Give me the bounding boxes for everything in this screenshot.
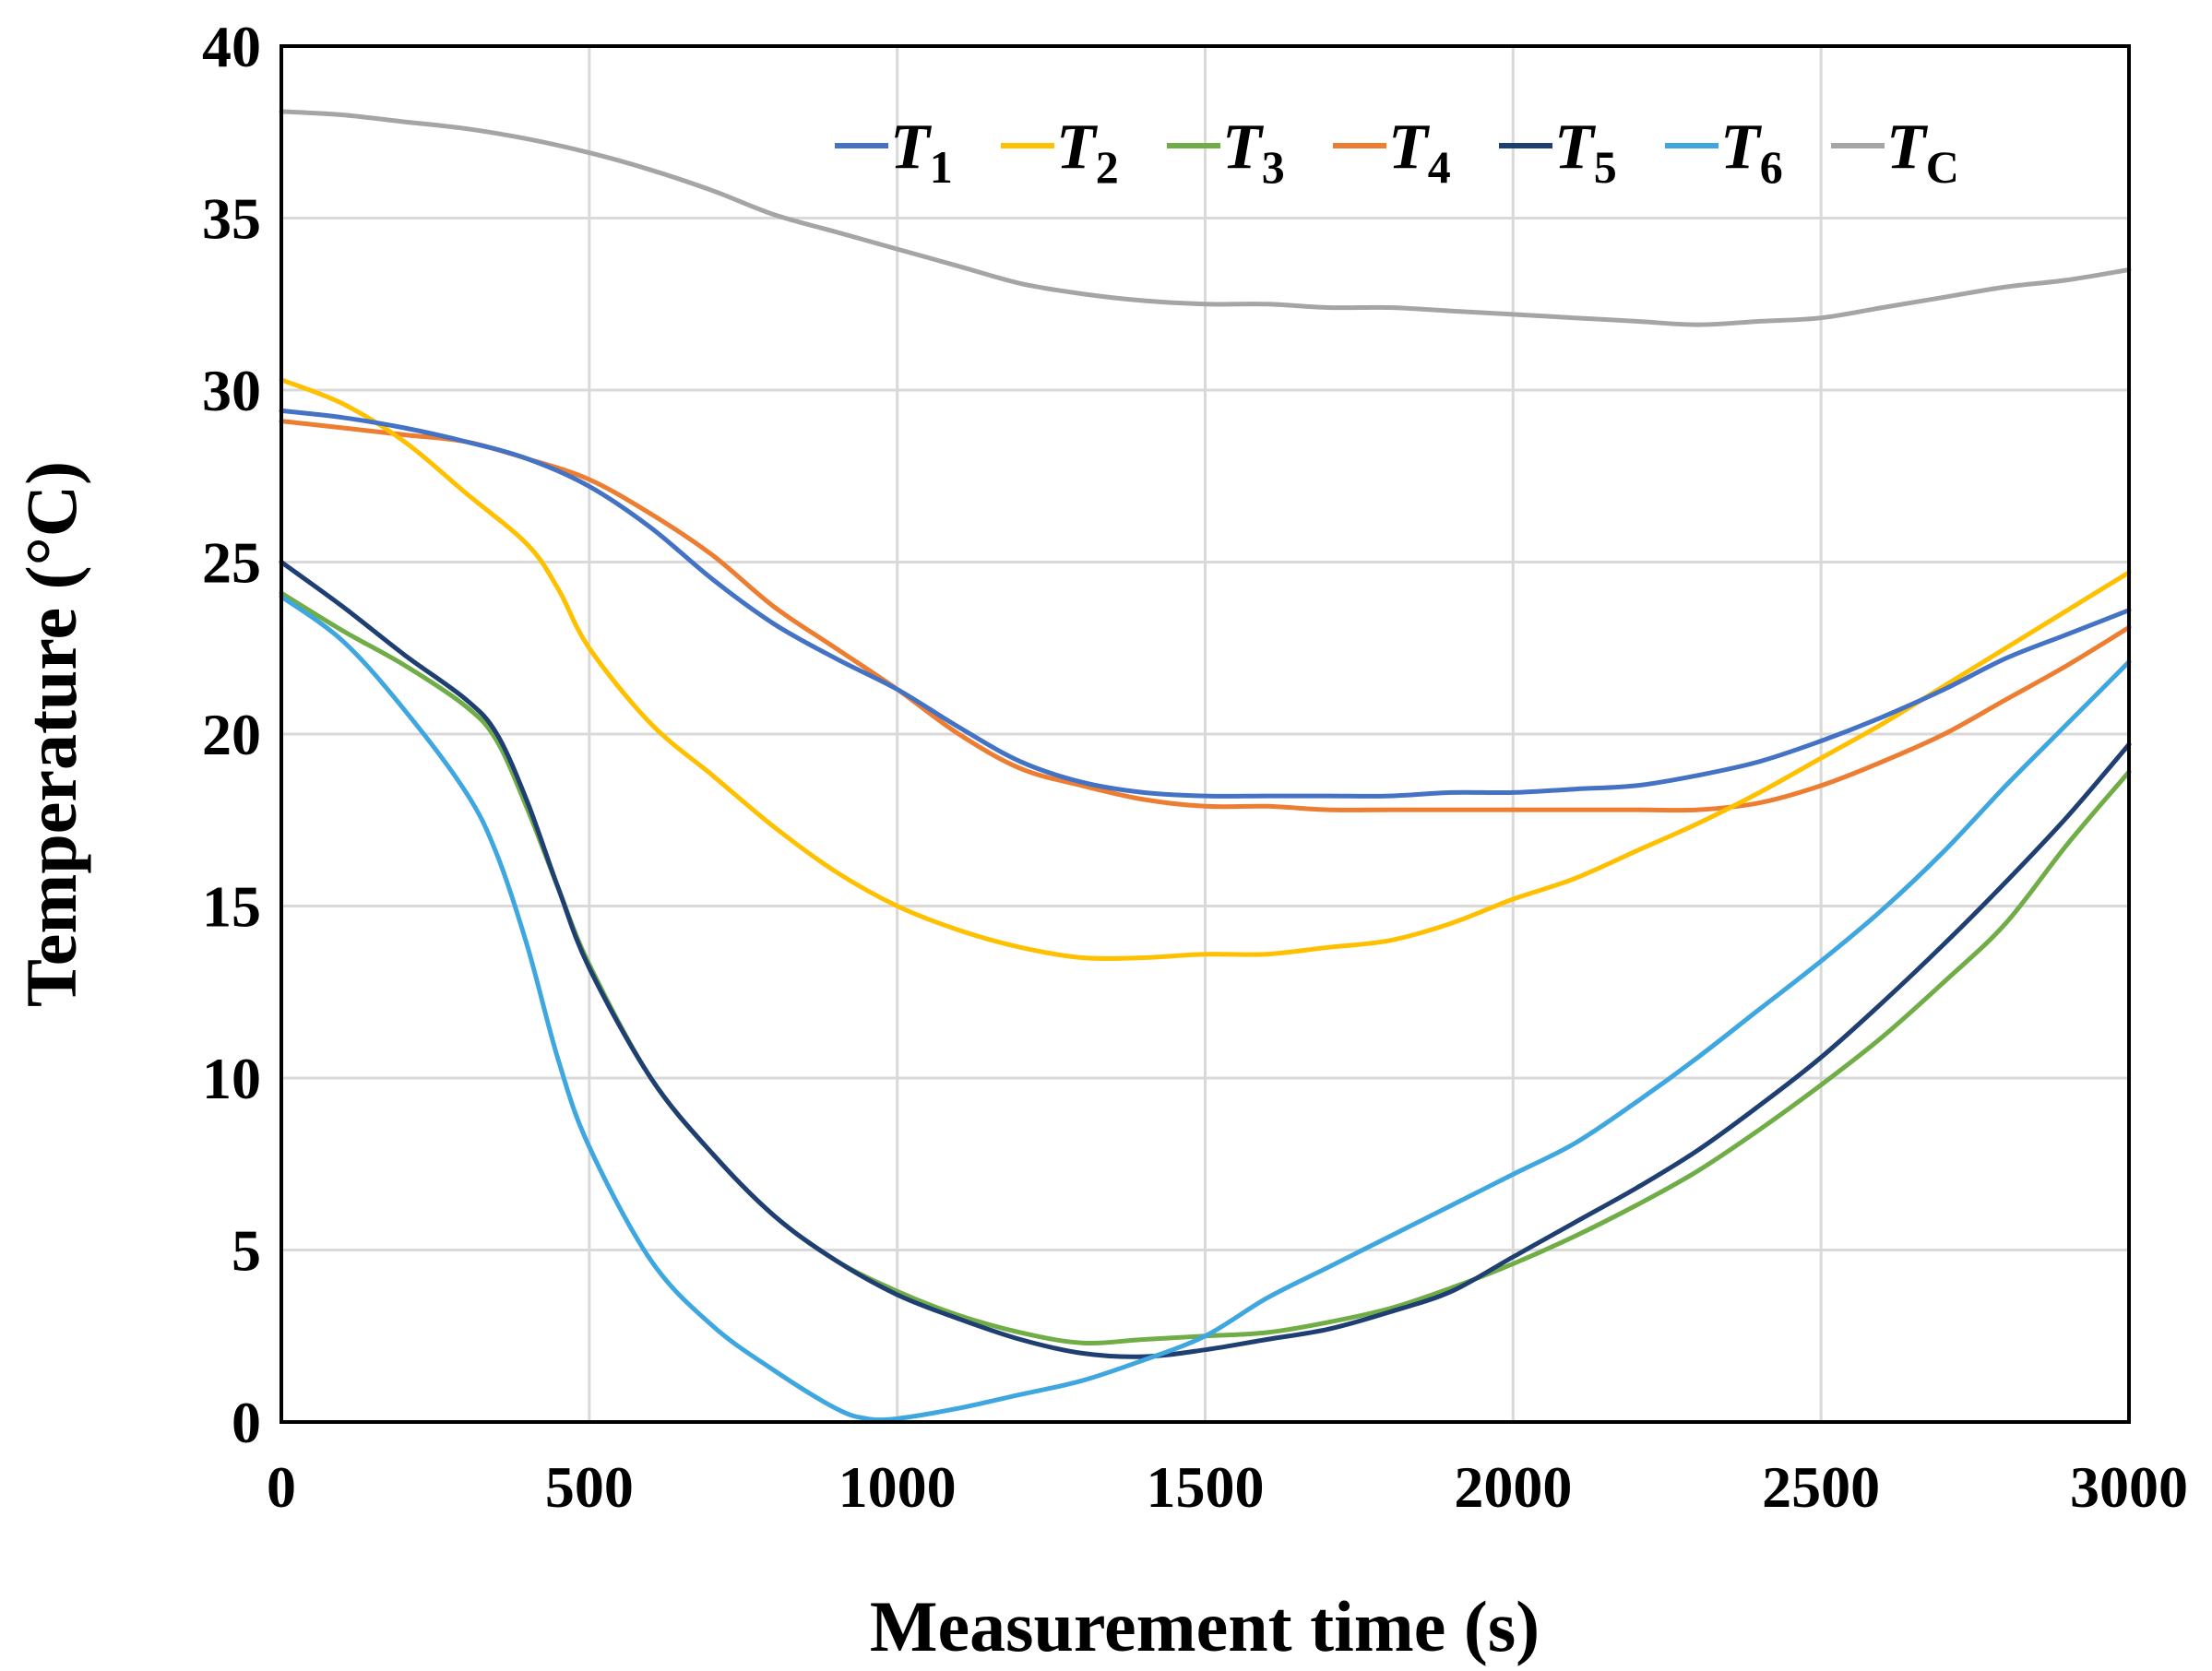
legend-label-t2: T2 bbox=[1056, 112, 1119, 193]
legend-symbol: T bbox=[1720, 112, 1763, 183]
legend-symbol: T bbox=[890, 112, 933, 183]
legend-label-t6: T6 bbox=[1720, 112, 1783, 193]
y-tick-label: 5 bbox=[232, 1218, 261, 1284]
legend-label-t4: T4 bbox=[1388, 112, 1451, 193]
y-tick-label: 0 bbox=[232, 1390, 261, 1455]
x-tick-label: 2500 bbox=[1762, 1454, 1880, 1520]
y-axis-title: Temperature (°C) bbox=[11, 461, 91, 1007]
legend-subscript: 4 bbox=[1428, 141, 1451, 193]
series-line-tc bbox=[279, 109, 2132, 327]
y-tick-label: 15 bbox=[202, 874, 261, 940]
y-tick-label: 10 bbox=[202, 1046, 261, 1111]
x-tick-label: 2000 bbox=[1454, 1454, 1572, 1520]
series-line-t5 bbox=[279, 560, 2132, 1359]
legend: T1 T2 T3 T4 T5 T6 TC bbox=[835, 112, 1959, 193]
legend-label-t5: T5 bbox=[1554, 112, 1617, 193]
y-tick-label: 35 bbox=[202, 186, 261, 252]
legend-label-t3: T3 bbox=[1222, 112, 1285, 193]
y-tick-labels: 0 5 10 15 20 25 30 35 40 bbox=[202, 14, 261, 1455]
legend-symbol: T bbox=[1222, 112, 1265, 183]
series-line-t2 bbox=[279, 377, 2132, 961]
series-line-t1 bbox=[279, 408, 2132, 799]
legend-subscript: C bbox=[1926, 141, 1959, 193]
x-axis-title: Measurement time (s) bbox=[870, 1586, 1540, 1666]
x-tick-label: 0 bbox=[267, 1454, 296, 1520]
legend-label-t1: T1 bbox=[890, 112, 953, 193]
x-tick-label: 500 bbox=[545, 1454, 634, 1520]
plot-frame bbox=[279, 44, 2131, 1424]
legend-subscript: 2 bbox=[1096, 141, 1119, 193]
legend-subscript: 5 bbox=[1594, 141, 1617, 193]
legend-symbol: T bbox=[1554, 112, 1597, 183]
legend-symbol: T bbox=[1388, 112, 1431, 183]
x-tick-label: 1500 bbox=[1147, 1454, 1265, 1520]
y-tick-label: 40 bbox=[202, 14, 261, 79]
series-line-t4 bbox=[279, 419, 2132, 813]
series-lines bbox=[279, 109, 2132, 1423]
x-tick-label: 3000 bbox=[2070, 1454, 2188, 1520]
legend-symbol: T bbox=[1056, 112, 1099, 183]
x-tick-label: 1000 bbox=[838, 1454, 957, 1520]
legend-label-tc: TC bbox=[1886, 112, 1959, 193]
legend-symbol: T bbox=[1886, 112, 1929, 183]
legend-subscript: 3 bbox=[1262, 141, 1285, 193]
series-line-t6 bbox=[279, 594, 2132, 1423]
legend-subscript: 6 bbox=[1760, 141, 1783, 193]
y-tick-label: 25 bbox=[202, 530, 261, 596]
y-tick-label: 30 bbox=[202, 358, 261, 423]
legend-subscript: 1 bbox=[930, 141, 953, 193]
x-tick-labels: 0 500 1000 1500 2000 2500 3000 bbox=[267, 1454, 2188, 1520]
grid-lines bbox=[279, 44, 2131, 1424]
y-tick-label: 20 bbox=[202, 702, 261, 767]
